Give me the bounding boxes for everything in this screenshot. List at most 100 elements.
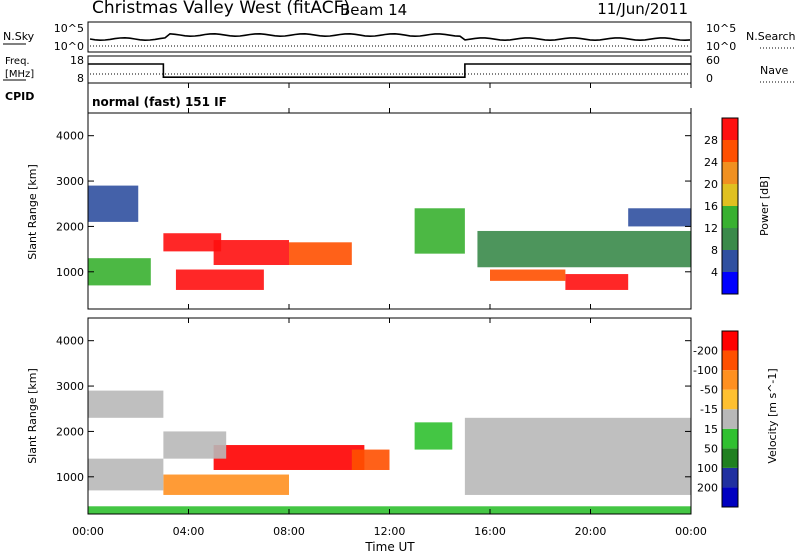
heatmap-cell (628, 208, 691, 227)
colorbar-swatch (722, 370, 738, 390)
colorbar-tick-label: 16 (704, 200, 718, 213)
y-tick-label: 1000 (56, 266, 84, 279)
y-tick-label: 2000 (56, 425, 84, 438)
power-colorbar: 4 8 12 16 20 24 28 (704, 117, 739, 295)
colorbar-tick-label: 8 (711, 244, 718, 257)
colorbar-swatch (722, 389, 738, 410)
heatmap-cell (351, 449, 390, 470)
velocity-colorbar-label: Velocity [m s^-1] (766, 368, 779, 463)
y-tick-label: 3000 (56, 380, 84, 393)
y-tick-label: 2000 (56, 220, 84, 233)
cpid-mode: normal (fast) 151 IF (92, 95, 227, 109)
colorbar-swatch (722, 118, 738, 140)
x-axis-label: Time UT (364, 540, 415, 554)
colorbar-tick-label: -15 (700, 403, 718, 416)
colorbar-frame (721, 117, 739, 295)
velocity-colorbar: 200 100 50 15 -15 -50 -100 -200 (693, 330, 739, 508)
freq-tick-hi: 18 (70, 54, 84, 67)
freq-series (88, 63, 691, 78)
colorbar-tick-label: 200 (697, 481, 718, 494)
heatmap-cell (163, 431, 227, 459)
colorbar-swatch (722, 162, 738, 184)
freq-tick-lo: 8 (77, 72, 84, 85)
colorbar-swatch (722, 448, 738, 468)
noise-right-tick-lo: 10^0 (706, 40, 736, 53)
heatmap-cell (477, 230, 691, 268)
nave-label: Nave (760, 64, 788, 77)
y-tick-label: 4000 (56, 130, 84, 143)
cpid-label: CPID (5, 90, 34, 103)
colorbar-tick-label: 12 (704, 222, 718, 235)
heatmap-cell (88, 390, 164, 418)
y-tick-label: 3000 (56, 175, 84, 188)
station-title: Christmas Valley West (fitACF) (92, 0, 350, 18)
power-heatmap (88, 185, 691, 290)
x-tick-label: 00:00 (675, 525, 707, 538)
heatmap-cell (175, 269, 264, 290)
freq-label-line1: Freq. (5, 56, 30, 67)
heatmap-cell (289, 242, 352, 265)
noise-panel: N.Sky 10^5 10^0 10^5 10^0 N.Search (3, 21, 796, 53)
colorbar-swatch (722, 206, 738, 228)
velocity-panel: 1000 2000 3000 4000 Slant Range [km] 200 100… (26, 317, 779, 515)
cpid-panel: CPID normal (fast) 151 IF (5, 88, 227, 109)
x-tick-label: 08:00 (273, 525, 305, 538)
noise-right-tick-hi: 10^5 (706, 22, 736, 35)
colorbar-frame (721, 330, 739, 508)
beam-label: Beam 14 (340, 1, 407, 19)
noise-frame (87, 21, 692, 53)
x-axis-ticks: 00:00 04:00 08:00 12:00 16:00 20:00 00:00 (72, 83, 707, 538)
heatmap-cell (163, 474, 289, 495)
velocity-y-axis-label: Slant Range [km] (26, 368, 39, 464)
noise-right-label: N.Search (746, 30, 796, 43)
date-label: 11/Jun/2011 (597, 0, 688, 18)
colorbar-tick-label: 24 (704, 156, 718, 169)
power-y-ticks: 1000 2000 3000 4000 (56, 130, 691, 279)
heatmap-cell (213, 240, 289, 265)
colorbar-tick-label: -50 (700, 384, 718, 397)
colorbar-tick-label: 50 (704, 442, 718, 455)
x-tick-label: 20:00 (575, 525, 607, 538)
x-tick-label: 16:00 (474, 525, 506, 538)
colorbar-swatch (722, 228, 738, 250)
colorbar-tick-label: -200 (693, 345, 718, 358)
velocity-heatmap (88, 390, 691, 514)
y-tick-label: 1000 (56, 471, 84, 484)
colorbar-tick-label: 4 (711, 266, 718, 279)
freq-right-tick-lo: 0 (706, 72, 713, 85)
colorbar-tick-label: 15 (704, 423, 718, 436)
heatmap-cell (163, 233, 222, 252)
heatmap-cell (414, 208, 465, 254)
heatmap-cell (88, 185, 139, 222)
colorbar-swatch (722, 409, 738, 429)
x-tick-label: 12:00 (374, 525, 406, 538)
heatmap-cell (88, 458, 164, 491)
freq-panel: Freq. [MHz] 18 8 60 0 Nave (3, 54, 795, 85)
heatmap-cell (464, 417, 691, 495)
colorbar-swatch (722, 428, 738, 449)
freq-right-tick-hi: 60 (706, 54, 720, 67)
noise-tick-hi: 10^5 (54, 22, 84, 35)
noise-left-label: N.Sky (3, 30, 35, 43)
power-colorbar-label: Power [dB] (758, 176, 771, 236)
colorbar-swatch (722, 467, 738, 488)
colorbar-swatch (722, 250, 738, 272)
noise-tick-lo: 10^0 (54, 40, 84, 53)
heatmap-cell (565, 274, 629, 290)
freq-label-line2: [MHz] (5, 69, 34, 80)
velocity-y-ticks: 1000 2000 3000 4000 (56, 335, 691, 484)
freq-frame (87, 55, 692, 84)
colorbar-swatch (722, 184, 738, 206)
colorbar-swatch (722, 331, 738, 351)
noise-sky-series (89, 32, 691, 42)
heatmap-cell (490, 269, 566, 281)
colorbar-tick-label: 28 (704, 134, 718, 147)
power-panel: 1000 2000 3000 4000 Slant Range [km] 4 8 12 16… (26, 112, 771, 310)
heatmap-cell (213, 445, 365, 470)
colorbar-swatch (722, 350, 738, 371)
colorbar-tick-label: 20 (704, 178, 718, 191)
colorbar-tick-label: -100 (693, 364, 718, 377)
colorbar-swatch (722, 140, 738, 162)
colorbar-swatch (722, 487, 738, 507)
